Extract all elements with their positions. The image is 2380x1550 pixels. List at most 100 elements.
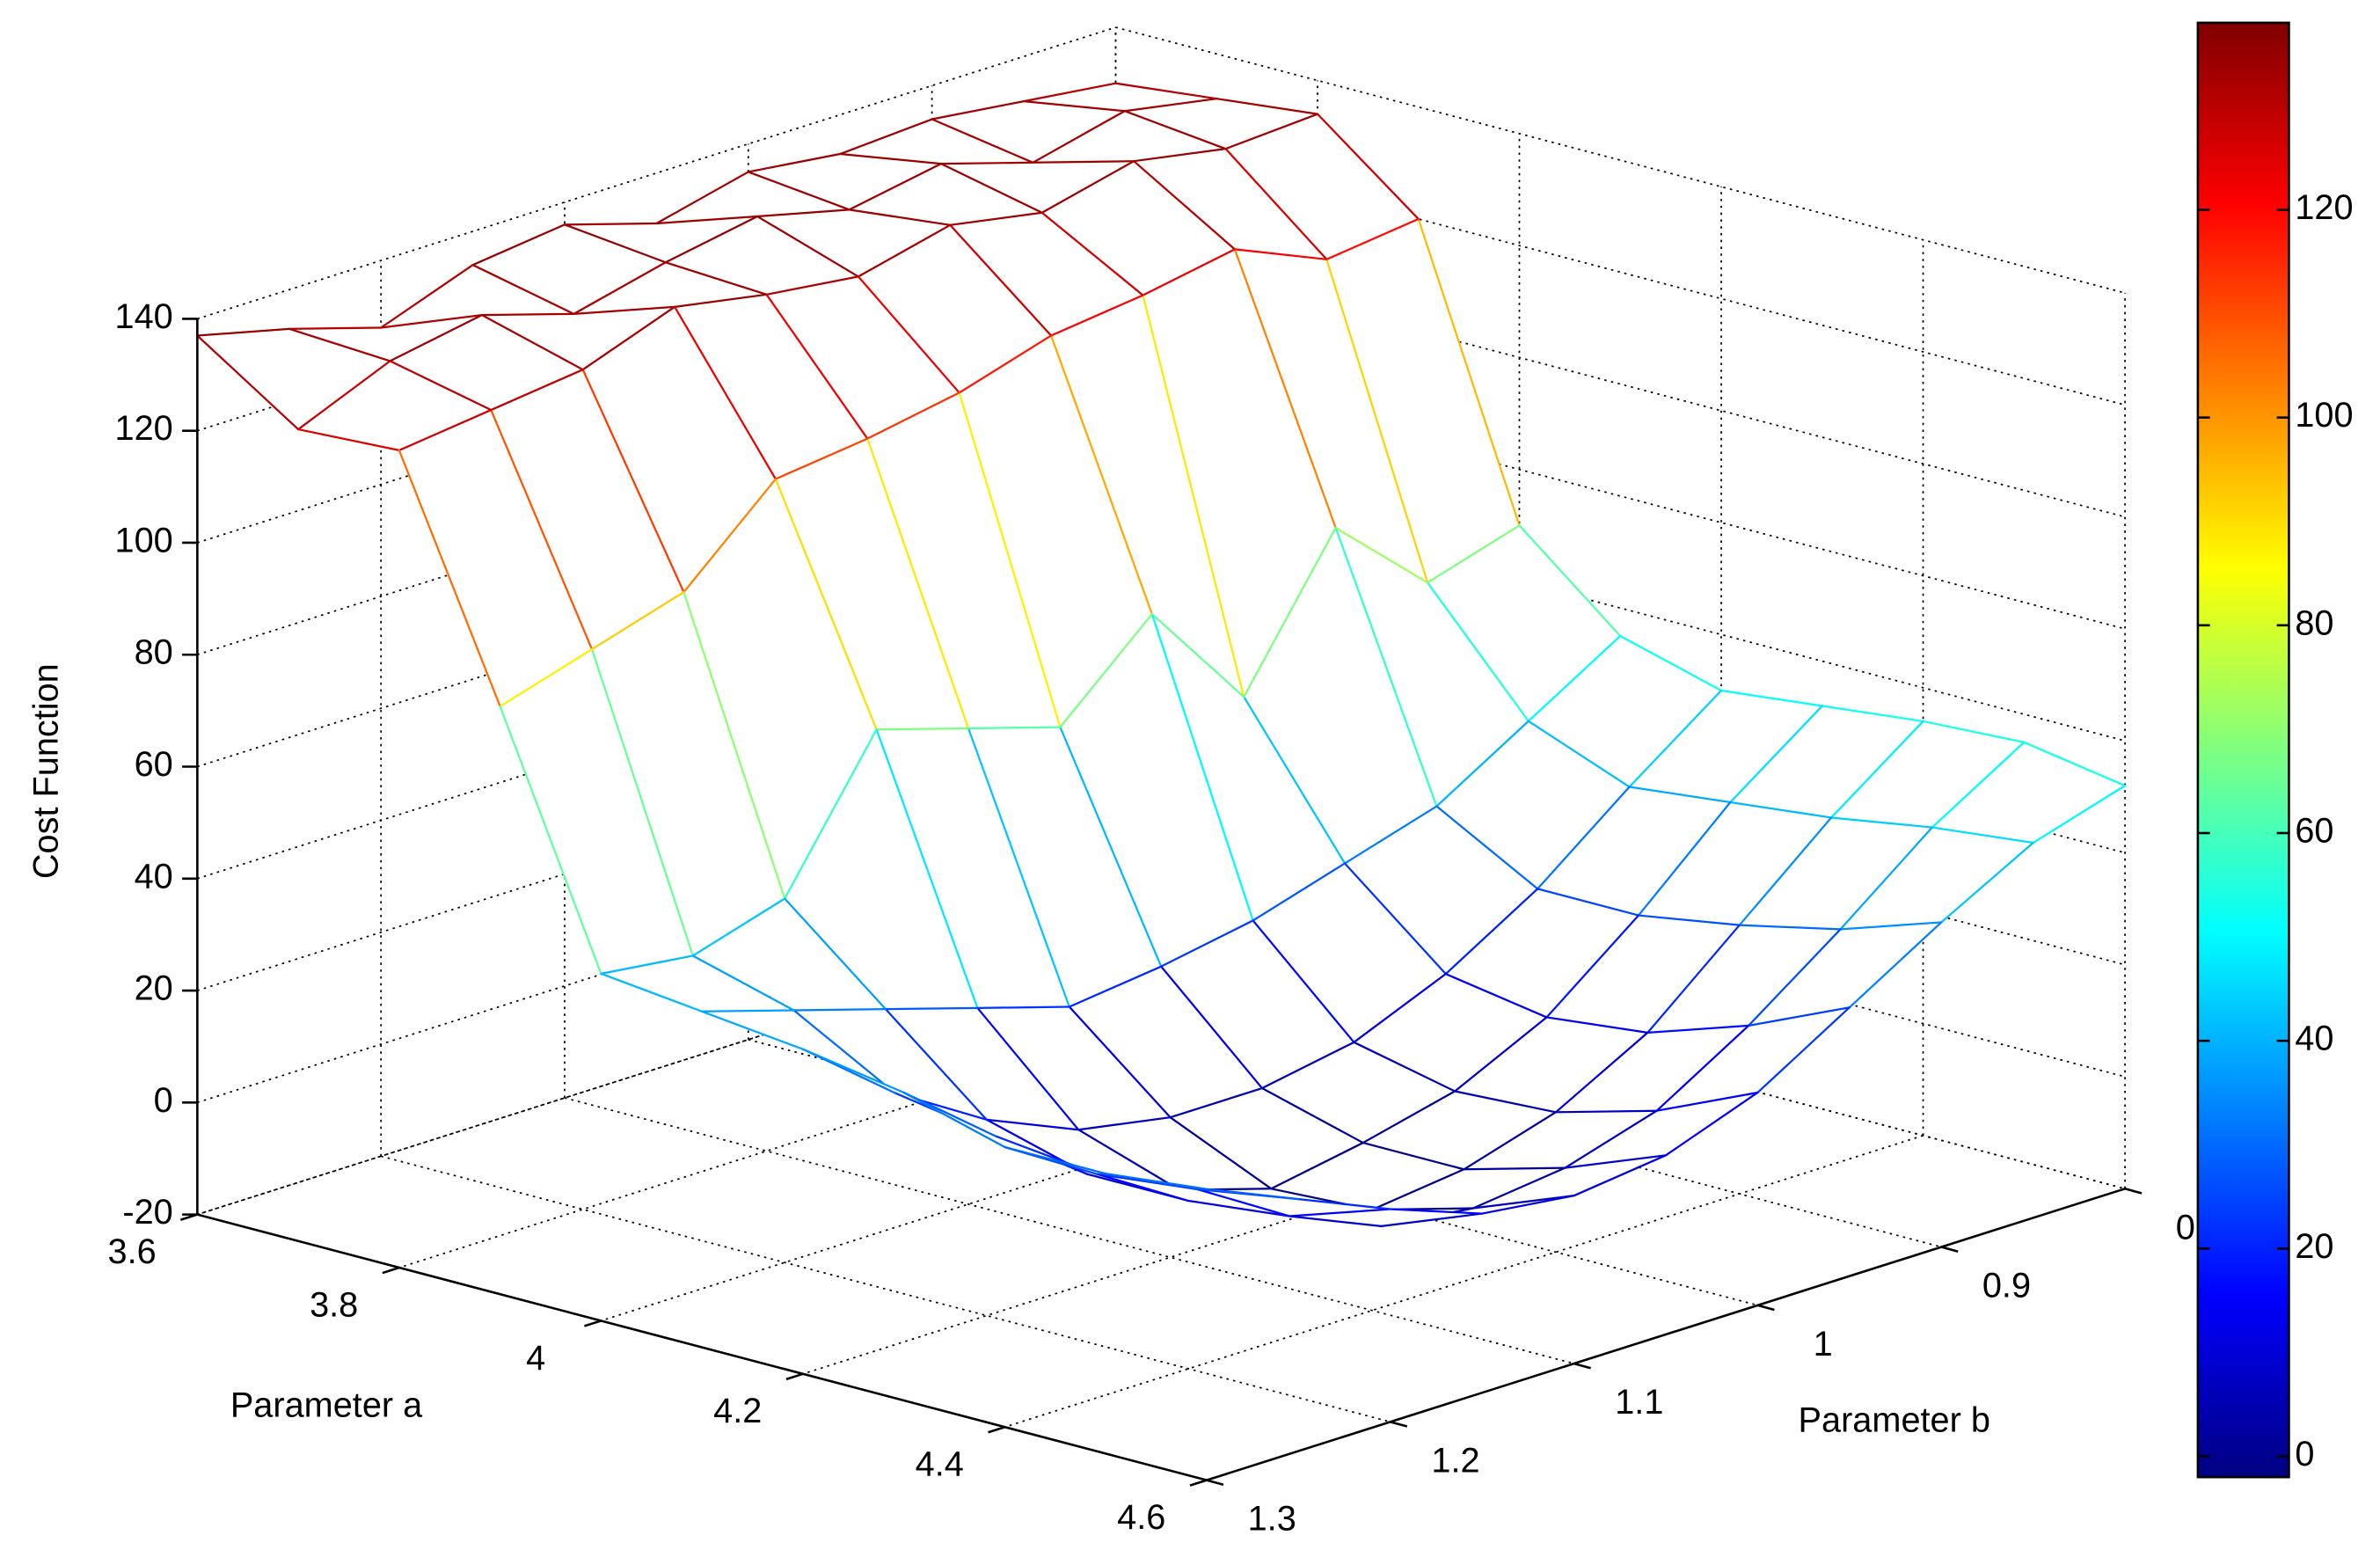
mesh-edge [1216,98,1319,115]
mesh-edge [1022,99,1126,113]
mesh-edge [1142,248,1237,296]
mesh-edge [1729,801,1833,819]
mesh-edge [784,897,887,1011]
mesh-face [1656,1007,1850,1111]
mesh-edge [756,215,860,278]
mesh-edge [1068,1005,1172,1119]
mesh-edge [1260,1086,1364,1144]
x-tick-label: 3.8 [310,1285,358,1324]
y-tick [1573,1362,1591,1370]
mesh-edge [1646,924,1741,1035]
z-tick-label: 40 [135,857,173,896]
mesh-face [940,161,1135,213]
x-axis-line [197,1213,1208,1481]
mesh-edge [1288,1215,1383,1228]
mesh-face [1143,249,1336,698]
x-tick [382,1266,400,1275]
colorbar [2196,21,2290,1479]
mesh-edge [839,118,933,156]
mesh-edge [600,954,694,975]
mesh-edge [581,369,685,594]
mesh-face [601,955,794,1012]
x-tick [584,1320,602,1327]
mesh-edge [1196,1188,1291,1217]
mesh-face [775,438,969,730]
mesh-edge [691,897,786,957]
mesh-face [1472,1155,1667,1209]
mesh-edge [1353,973,1447,1043]
z-tick-label: 60 [135,745,173,784]
mesh-face [1069,966,1262,1118]
mesh-face [1455,1017,1648,1113]
mesh-edge [1454,1016,1548,1093]
mesh-edge [801,1048,905,1094]
mesh-edge [1334,526,1438,808]
x-tick [988,1425,1005,1434]
mesh-edge [1252,919,1355,1043]
mesh-edge [573,261,667,315]
mesh-face [1033,111,1226,163]
mesh-face [1345,806,1538,975]
y-tick-label: 1.1 [1615,1383,1663,1422]
mesh-edge [1260,1041,1355,1090]
mesh-edge [857,223,952,278]
mesh-face [1024,83,1217,112]
mesh-face [766,276,960,439]
mesh-face [950,212,1143,336]
y-tick-label: 1 [1814,1325,1833,1364]
mesh-edge [848,163,943,211]
mesh-edge [765,275,860,296]
mesh-edge [1471,1195,1575,1210]
x-tick-label: 4.6 [1117,1498,1165,1537]
mesh-edge [590,647,694,957]
mesh-face [1051,295,1245,698]
mesh-edge [774,437,869,480]
mesh-face [592,592,785,956]
mesh-edge [1160,919,1254,968]
mesh-edge [792,1008,887,1012]
mesh-edge [1537,786,1631,890]
mesh-edge [1133,160,1237,251]
mesh-face [1060,614,1253,967]
x-tick-label: 4 [526,1339,545,1378]
mesh-edge [958,334,1053,394]
mesh-edge [1169,1116,1273,1190]
mesh-edge [196,327,290,337]
mesh-edge [296,428,401,452]
mesh-face [876,727,1070,1008]
mesh-edge [1233,248,1328,260]
mesh-face [1362,1091,1556,1170]
mesh-edge [1049,334,1153,616]
mesh-edge [1022,82,1117,103]
mesh-edge [380,264,474,329]
mesh-edge [288,326,383,330]
mesh-edge [1664,1091,1759,1157]
mesh-edge [664,261,768,296]
mesh-edge [1205,1188,1300,1201]
mesh-edge [590,590,685,651]
mesh-face [288,315,482,362]
mesh-edge [1628,786,1732,804]
mesh-edge [1068,965,1163,1008]
mesh-edge [1325,217,1420,260]
mesh-face [1565,1092,1758,1168]
mesh-face [1372,1167,1566,1210]
mesh-edge [701,1009,795,1013]
mesh-edge [839,152,943,165]
mesh-edge [1325,258,1429,584]
mesh-face [1041,161,1235,296]
x-tick-label: 4.2 [713,1392,762,1430]
mesh-edge [949,211,1043,226]
mesh-edge [1646,1024,1750,1035]
mesh-edge [1471,1166,1566,1210]
mesh-face [298,361,492,450]
mesh-edge [1931,741,2026,829]
mesh-face [1638,801,1832,925]
mesh-face [1629,691,1822,802]
mesh-face [582,306,776,593]
mesh-face [1748,922,1942,1026]
mesh-edge [1343,862,1447,976]
mesh-face [1436,720,1630,889]
mesh-face [481,306,675,370]
